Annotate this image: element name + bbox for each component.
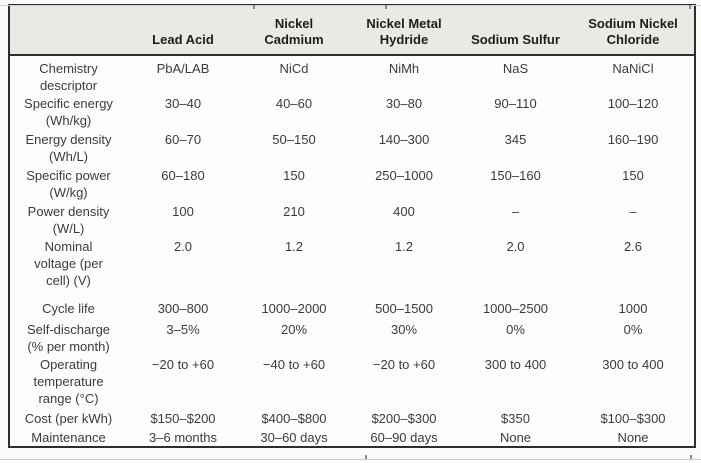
- cell: 30%: [390, 322, 418, 337]
- row-label: Chemistry descriptor: [39, 61, 98, 93]
- scan-rule-top: [0, 5, 701, 9]
- cell: 20%: [280, 322, 308, 337]
- row-label: Self-discharge (% per month): [26, 322, 111, 354]
- cell: 400: [393, 204, 415, 219]
- cell: 160–190: [607, 132, 659, 147]
- cell: 100: [172, 204, 194, 219]
- cell: 1000–2500: [482, 301, 549, 316]
- cell: 1000: [618, 301, 648, 316]
- column-header-nickel-metal-hydride: Nickel Metal Hydride: [349, 5, 459, 56]
- rule-tick: [253, 5, 255, 9]
- cell: 40–60: [275, 96, 313, 111]
- cell: 300 to 400: [602, 357, 664, 372]
- cell: NaNiCl: [612, 61, 654, 76]
- column-header-sodium-sulfur: Sodium Sulfur: [459, 5, 572, 56]
- table-row-cost: Cost (per kWh) $150–$200 $400–$800 $200–…: [9, 409, 695, 428]
- cell: 30–80: [385, 96, 423, 111]
- cell: $400–$800: [261, 411, 327, 426]
- battery-comparison-table: Lead Acid Nickel Cadmium Nickel Metal Hy…: [8, 4, 696, 448]
- rule-tick: [689, 5, 691, 9]
- cell: 3–6 months: [149, 430, 217, 445]
- cell: 30–40: [164, 96, 202, 111]
- table-row-nominal-voltage: Nominal voltage (per cell) (V) 2.0 1.2 1…: [9, 237, 695, 299]
- cell: 300–800: [157, 301, 209, 316]
- cell: None: [499, 430, 532, 445]
- cell: 100–120: [607, 96, 659, 111]
- column-header-nickel-cadmium: Nickel Cadmium: [239, 5, 349, 56]
- cell: 210: [283, 204, 305, 219]
- cell: 150: [283, 168, 305, 183]
- rule-tick: [690, 455, 692, 459]
- table-row-specific-power: Specific power (W/kg) 60–180 150 250–100…: [9, 166, 695, 202]
- cell: 90–110: [494, 96, 537, 111]
- column-header-sodium-nickel-chloride: Sodium Nickel Chloride: [572, 5, 695, 56]
- row-label: Specific energy (Wh/kg): [24, 96, 113, 128]
- cell: 2.0: [173, 239, 193, 254]
- cell: 500–1500: [375, 301, 433, 316]
- row-label: Maintenance: [31, 430, 106, 445]
- cell: 300 to 400: [484, 357, 547, 372]
- table-row-self-discharge: Self-discharge (% per month) 3–5% 20% 30…: [9, 320, 695, 355]
- table-row-cycle-life: Cycle life 300–800 1000–2000 500–1500 10…: [9, 299, 695, 320]
- cell: 1000–2000: [261, 301, 327, 316]
- table-row-specific-energy: Specific energy (Wh/kg) 30–40 40–60 30–8…: [9, 94, 695, 130]
- table-row-chemistry-descriptor: Chemistry descriptor PbA/LAB NiCd NiMh N…: [9, 55, 695, 94]
- cell: 140–300: [378, 132, 430, 147]
- cell: 0%: [506, 322, 525, 337]
- cell: 50–150: [272, 132, 316, 147]
- cell: 0%: [623, 322, 643, 337]
- cell: 60–180: [161, 168, 205, 183]
- cell: NiCd: [279, 61, 309, 76]
- cell: NaS: [502, 61, 529, 76]
- cell: −40 to +60: [262, 357, 326, 372]
- cell: $100–$300: [600, 411, 666, 426]
- table-row-operating-temperature: Operating temperature range (°C) −20 to …: [9, 355, 695, 409]
- cell: −20 to +60: [372, 357, 436, 372]
- cell: None: [617, 430, 649, 445]
- cell: 2.0: [506, 239, 525, 254]
- cell: 3–5%: [166, 322, 200, 337]
- corner-cell: [9, 5, 127, 56]
- row-label: Energy density (Wh/L): [25, 132, 112, 164]
- cell: 150: [622, 168, 644, 183]
- cell: −20 to +60: [151, 357, 215, 372]
- cell: $200–$300: [371, 411, 437, 426]
- rule-tick: [385, 5, 387, 9]
- scan-rule-bottom: [0, 455, 701, 460]
- cell: 30–60 days: [260, 430, 328, 445]
- cell: 60–70: [164, 132, 202, 147]
- cell: –: [511, 204, 520, 219]
- row-label: Cycle life: [42, 301, 95, 316]
- cell: PbA/LAB: [156, 61, 210, 76]
- rule-tick: [365, 455, 367, 459]
- table-row-energy-density: Energy density (Wh/L) 60–70 50–150 140–3…: [9, 130, 695, 166]
- header-row: Lead Acid Nickel Cadmium Nickel Metal Hy…: [9, 5, 695, 56]
- cell: $150–$200: [150, 411, 216, 426]
- row-label: Power density (W/L): [27, 204, 110, 236]
- cell: 60–90 days: [370, 430, 438, 445]
- cell: 345: [504, 132, 527, 147]
- column-header-lead-acid: Lead Acid: [127, 5, 239, 56]
- row-label: Cost (per kWh): [24, 411, 113, 426]
- row-label: Nominal voltage (per cell) (V): [34, 239, 103, 288]
- cell: $350: [501, 411, 530, 426]
- table-row-maintenance: Maintenance 3–6 months 30–60 days 60–90 …: [9, 428, 695, 447]
- cell: 150–160: [490, 168, 541, 183]
- cell: NiMh: [388, 61, 420, 76]
- cell: 250–1000: [375, 168, 433, 183]
- table-header: Lead Acid Nickel Cadmium Nickel Metal Hy…: [9, 5, 695, 56]
- cell: –: [629, 204, 637, 219]
- row-label: Specific power (W/kg): [26, 168, 111, 200]
- row-label: Operating temperature range (°C): [33, 357, 104, 406]
- cell: 1.2: [394, 239, 414, 254]
- cell: 1.2: [284, 239, 304, 254]
- table-row-power-density: Power density (W/L) 100 210 400 – –: [9, 202, 695, 237]
- cell: 2.6: [623, 239, 643, 254]
- table-body: Chemistry descriptor PbA/LAB NiCd NiMh N…: [9, 55, 695, 447]
